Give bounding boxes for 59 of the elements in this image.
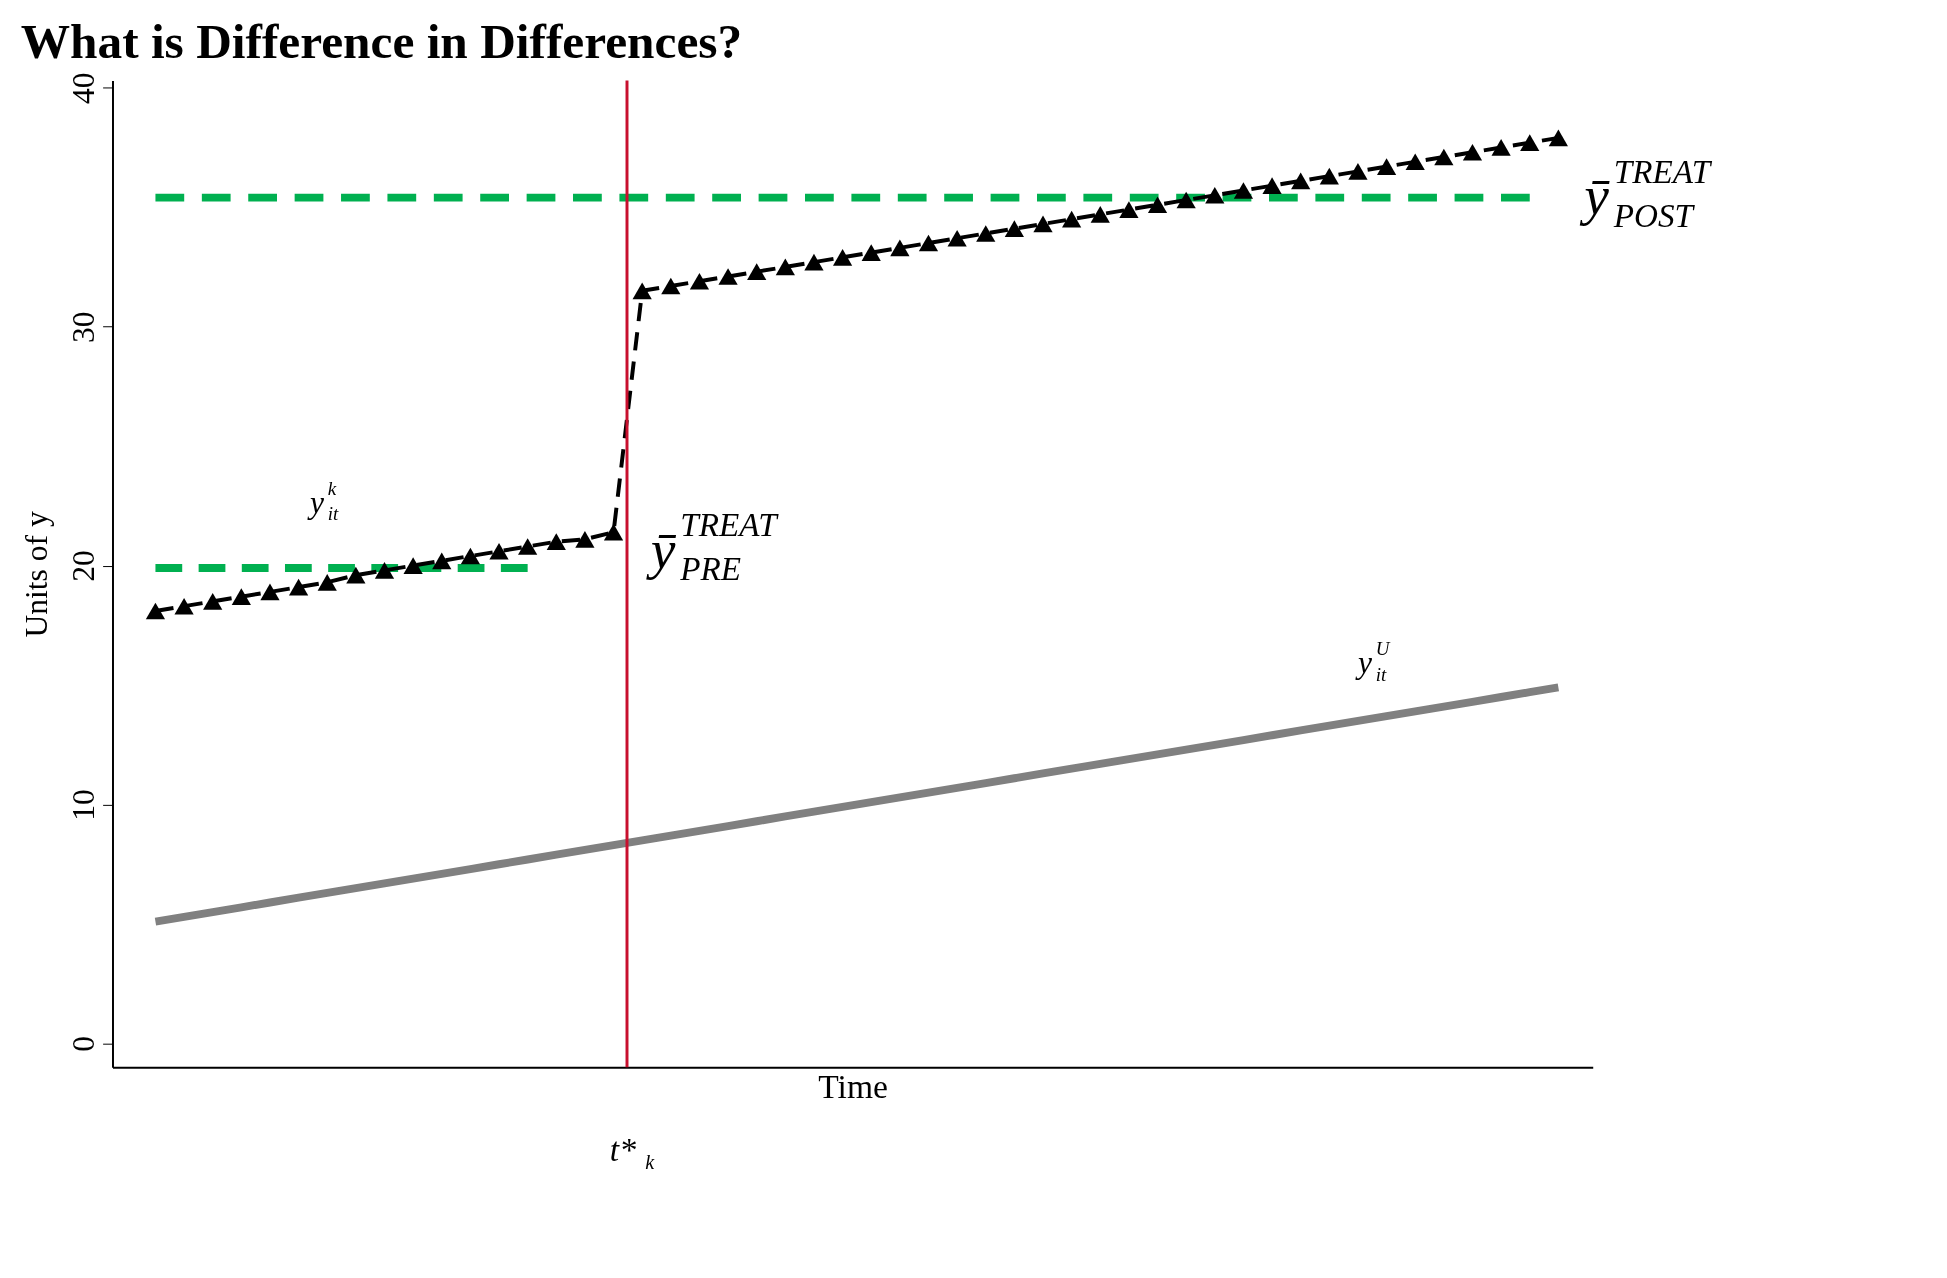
point bbox=[489, 542, 509, 560]
point bbox=[661, 277, 681, 295]
point bbox=[1205, 186, 1225, 204]
point bbox=[546, 533, 566, 551]
point bbox=[718, 268, 738, 285]
point bbox=[632, 282, 652, 300]
point bbox=[747, 263, 767, 281]
point bbox=[1033, 215, 1053, 233]
point bbox=[460, 547, 481, 565]
point bbox=[203, 593, 223, 610]
point bbox=[1376, 158, 1397, 175]
text: t*k bbox=[609, 1131, 656, 1173]
point bbox=[947, 229, 967, 247]
y-tick-label: 10 bbox=[66, 789, 102, 821]
point bbox=[174, 597, 194, 615]
point bbox=[918, 234, 939, 252]
point bbox=[374, 562, 395, 579]
point bbox=[1548, 129, 1568, 147]
point bbox=[1004, 220, 1024, 238]
point bbox=[1262, 177, 1282, 195]
point bbox=[1405, 153, 1425, 171]
y-tick-label: 40 bbox=[66, 72, 102, 104]
chart-title: What is Difference in Differences? bbox=[20, 14, 743, 70]
point bbox=[1090, 206, 1110, 223]
point bbox=[1147, 196, 1168, 214]
point bbox=[1319, 167, 1339, 185]
point bbox=[689, 272, 710, 290]
point bbox=[518, 538, 538, 555]
point bbox=[346, 566, 366, 584]
point bbox=[145, 602, 166, 620]
point bbox=[1176, 191, 1196, 209]
point bbox=[861, 244, 881, 261]
y-tick-label: 30 bbox=[66, 311, 102, 343]
point bbox=[432, 552, 452, 570]
point bbox=[890, 239, 910, 257]
point bbox=[1119, 201, 1139, 218]
point bbox=[1462, 143, 1483, 161]
point bbox=[1434, 148, 1454, 166]
point bbox=[403, 557, 423, 574]
point bbox=[603, 523, 624, 541]
point bbox=[1491, 139, 1511, 156]
point bbox=[804, 253, 824, 271]
point bbox=[1233, 182, 1254, 199]
point bbox=[1348, 163, 1368, 180]
point bbox=[317, 573, 337, 591]
point bbox=[575, 530, 595, 548]
point bbox=[775, 258, 795, 276]
point bbox=[231, 588, 251, 605]
point bbox=[832, 249, 853, 266]
point bbox=[976, 225, 996, 242]
point bbox=[288, 578, 309, 596]
point bbox=[1062, 210, 1082, 228]
y-tick-label: 0 bbox=[66, 1036, 102, 1052]
y-tick-label: 20 bbox=[66, 550, 102, 582]
point bbox=[1291, 172, 1311, 190]
y-axis-title: Units of y bbox=[18, 511, 54, 638]
point bbox=[260, 583, 280, 601]
x-axis-title: Time bbox=[818, 1068, 888, 1106]
point bbox=[1520, 134, 1540, 151]
